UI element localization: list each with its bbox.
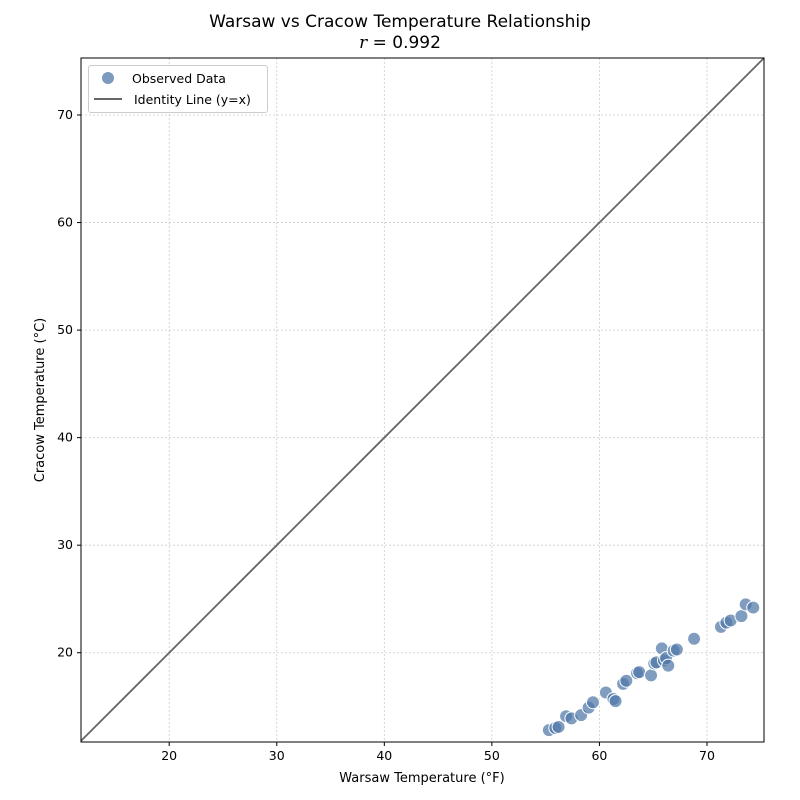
plot-frame <box>80 57 765 743</box>
y-axis-label: Cracow Temperature (°C) <box>33 318 48 482</box>
x-tick-label: 60 <box>591 748 607 763</box>
data-point <box>644 668 659 683</box>
x-tick-label: 20 <box>161 748 177 763</box>
x-tick-label: 40 <box>376 748 392 763</box>
data-point <box>585 695 600 710</box>
data-point <box>746 600 761 615</box>
identity-line <box>80 57 765 742</box>
data-point <box>687 631 702 646</box>
axis-ticks: 20 30 40 50 60 70 20 30 40 50 60 70 <box>57 107 715 763</box>
y-tick-label: 30 <box>57 537 73 552</box>
legend-label: Identity Line (y=x) <box>134 91 251 107</box>
x-tick-label: 70 <box>699 748 715 763</box>
y-tick-label: 50 <box>57 322 73 337</box>
legend-item-identity: Identity Line (y=x) <box>89 90 251 108</box>
grid-lines <box>81 58 764 742</box>
y-tick-label: 60 <box>57 215 73 230</box>
legend-item-observed: Observed Data <box>89 69 226 87</box>
circle-marker-icon <box>102 72 114 84</box>
data-point <box>734 609 749 624</box>
line-marker-icon <box>94 98 122 100</box>
chart-title: Warsaw vs Cracow Temperature Relationshi… <box>209 12 591 32</box>
legend: Observed Data Identity Line (y=x) <box>88 65 268 113</box>
data-point <box>661 658 676 673</box>
data-points <box>541 597 761 738</box>
data-point <box>619 673 634 688</box>
correlation-value: = 0.992 <box>372 33 441 53</box>
y-tick-label: 20 <box>57 645 73 660</box>
chart-subtitle: r = 0.992 <box>0 33 800 54</box>
y-tick-label: 70 <box>57 107 73 122</box>
y-tick-label: 40 <box>57 430 73 445</box>
r-symbol: r <box>359 33 368 53</box>
data-point <box>551 719 566 734</box>
data-point <box>669 642 684 657</box>
x-tick-label: 30 <box>269 748 285 763</box>
data-point <box>632 665 647 680</box>
x-axis-label: Warsaw Temperature (°F) <box>339 771 504 786</box>
data-point <box>608 694 623 709</box>
legend-label: Observed Data <box>132 70 226 86</box>
x-tick-label: 50 <box>484 748 500 763</box>
